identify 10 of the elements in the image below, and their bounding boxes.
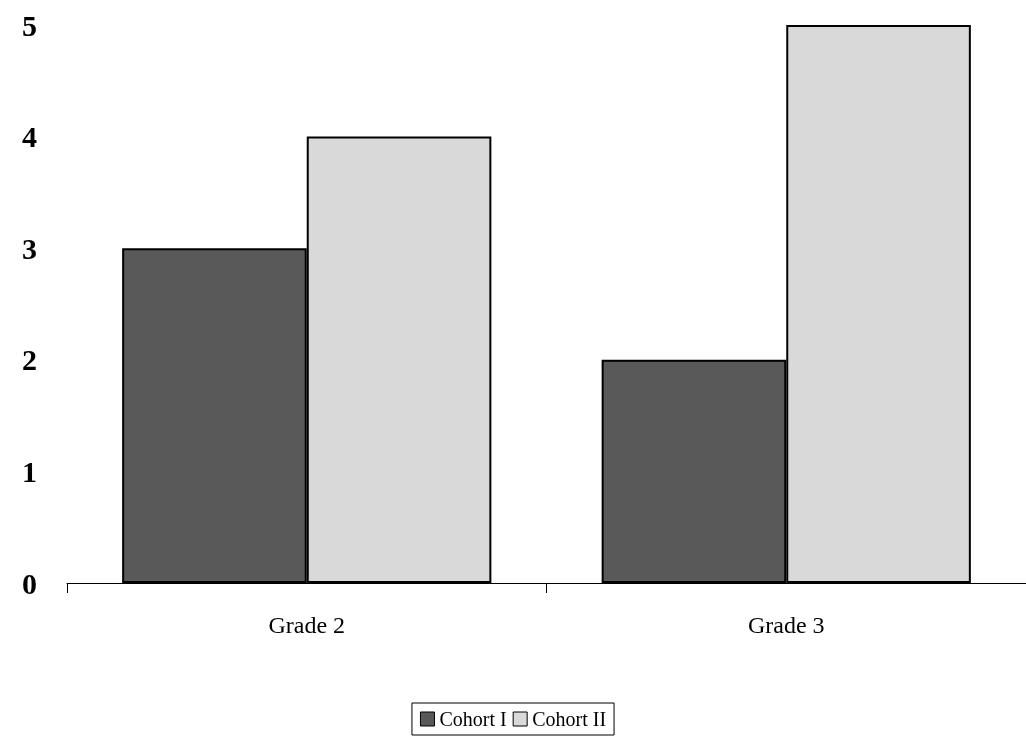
y-tick-label: 0 <box>22 566 37 600</box>
x-tick-label: Grade 3 <box>747 612 825 638</box>
y-tick-label: 5 <box>22 8 37 42</box>
y-tick-label: 4 <box>22 120 37 154</box>
legend-label: Cohort II <box>532 708 607 730</box>
y-tick-label: 2 <box>22 343 37 377</box>
y-tick-label: 1 <box>22 454 37 488</box>
x-tick-label: Grade 2 <box>268 612 346 638</box>
y-tick-label: 3 <box>22 231 37 265</box>
legend-label: Cohort I <box>439 708 507 730</box>
